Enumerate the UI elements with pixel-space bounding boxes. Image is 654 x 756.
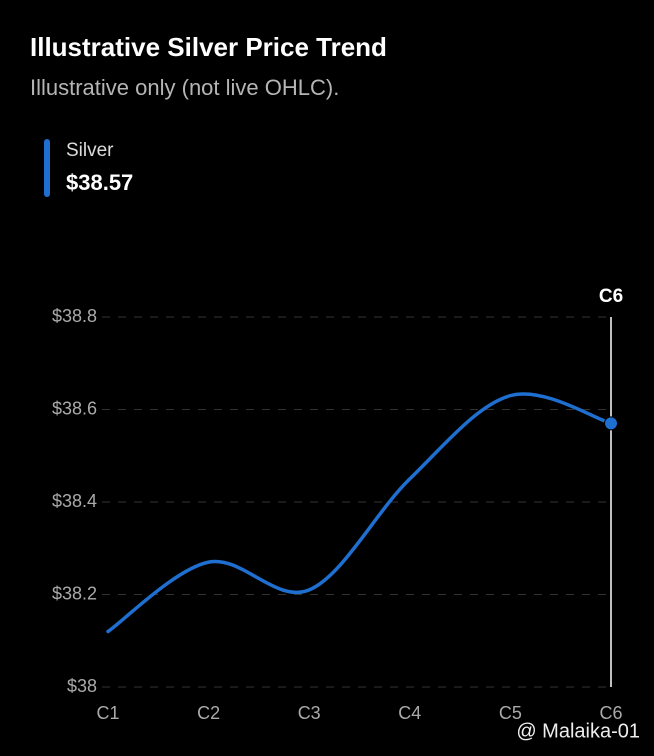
legend-swatch [44,139,50,197]
line [106,392,613,634]
y-tick-label: $38 [67,676,97,696]
x-tick-label: C6 [599,703,622,723]
y-tick-label: $38.2 [52,583,97,603]
x-tick-label: C3 [298,703,321,723]
x-tick-label: C2 [197,703,220,723]
chart-subtitle: Illustrative only (not live OHLC). [30,75,339,100]
watermark: @ Malaika-01 [516,720,640,742]
x-tick-label: C1 [96,703,119,723]
legend-value: $38.57 [66,170,133,195]
y-tick-label: $38.4 [52,491,97,511]
point [604,416,618,431]
crosshair-label: C6 [599,286,623,307]
x-tick-label: C5 [499,703,522,723]
y-tick-label: $38.8 [52,306,97,326]
x-tick-label: C4 [398,703,421,723]
legend-label: Silver [66,140,114,161]
y-tick-label: $38.6 [52,398,97,418]
chart-title: Illustrative Silver Price Trend [30,32,387,62]
